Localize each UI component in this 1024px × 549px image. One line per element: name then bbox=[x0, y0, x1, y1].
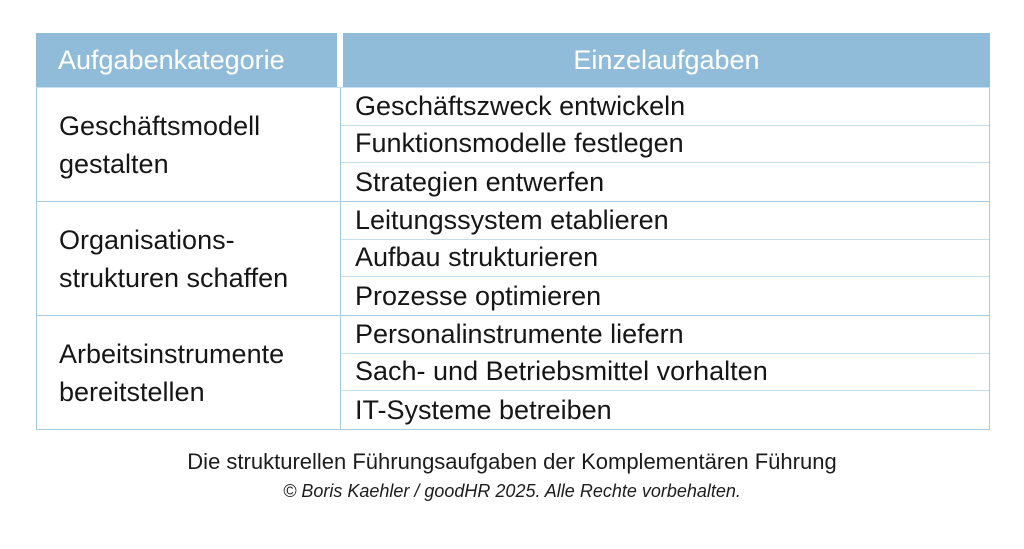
column-header-category: Aufgabenkategorie bbox=[36, 33, 337, 87]
header-column-divider bbox=[337, 33, 343, 87]
task-cell: Prozesse optimieren bbox=[355, 280, 602, 311]
figure-caption: Die strukturellen Führungsaufgaben der K… bbox=[187, 449, 837, 474]
task-cell: IT-Systeme betreiben bbox=[355, 394, 612, 425]
category-cell: Arbeitsinstrumente bereitstellen bbox=[59, 338, 285, 407]
column-header-tasks: Einzelaufgaben bbox=[343, 33, 990, 87]
table-body: Geschäftsmodell gestalten Geschäftszweck… bbox=[36, 87, 990, 430]
table-header-row: Aufgabenkategorie Einzelaufgaben bbox=[36, 33, 990, 87]
table-row-group-business-model: Geschäftsmodell gestalten Geschäftszweck… bbox=[37, 88, 989, 201]
structural-tasks-table: Aufgabenkategorie Einzelaufgaben Geschäf… bbox=[36, 33, 990, 430]
task-cell: Personalinstrumente liefern bbox=[341, 316, 989, 354]
task-cell-list: Geschäftszweck entwickeln Funktionsmodel… bbox=[340, 88, 989, 201]
task-cell: Strategien entwerfen bbox=[355, 166, 605, 197]
task-cell: Sach- und Betriebsmittel vorhalten bbox=[341, 354, 989, 392]
task-cell-list: Personalinstrumente liefern Sach- und Be… bbox=[340, 316, 989, 429]
task-cell-list: Leitungssystem etablieren Aufbau struktu… bbox=[340, 202, 989, 315]
category-cell: Organisations- strukturen schaffen bbox=[59, 224, 289, 293]
copyright-notice: © Boris Kaehler / goodHR 2025. Alle Rech… bbox=[283, 481, 741, 501]
category-cell: Geschäftsmodell gestalten bbox=[59, 110, 261, 179]
table-row-group-org-structures: Organisations- strukturen schaffen Leitu… bbox=[37, 201, 989, 315]
table-row-group-work-instruments: Arbeitsinstrumente bereitstellen Persona… bbox=[37, 315, 989, 429]
task-cell: Funktionsmodelle festlegen bbox=[341, 126, 989, 164]
task-cell: Leitungssystem etablieren bbox=[341, 202, 989, 240]
task-cell: Aufbau strukturieren bbox=[341, 240, 989, 278]
task-cell: Geschäftszweck entwickeln bbox=[341, 88, 989, 126]
